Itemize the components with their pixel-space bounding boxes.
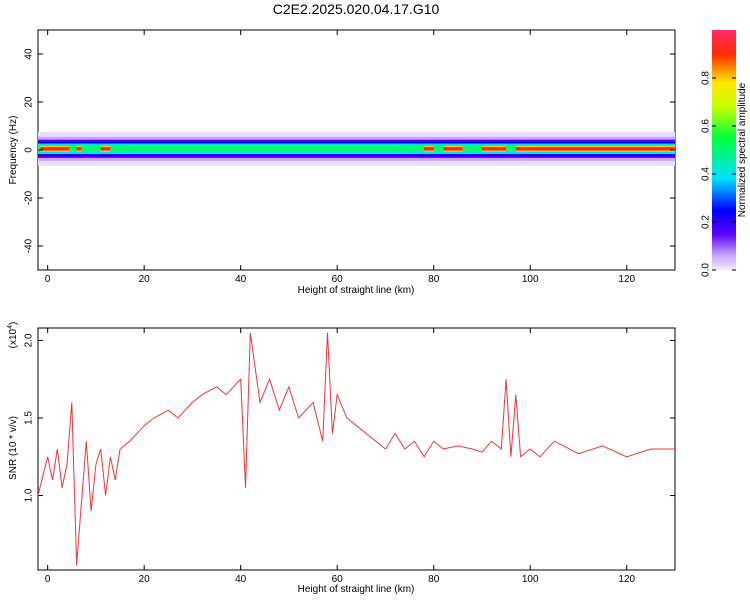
spectrogram-hotspot [100, 147, 111, 151]
colorbar-tick-label: 0.6 [701, 119, 712, 133]
page-title: C2E2.2025.020.04.17.G10 [273, 1, 440, 17]
snr-xtick-label: 0 [45, 574, 51, 585]
colorbar-scale [712, 30, 736, 270]
colorbar-tick-label: 0.0 [701, 263, 712, 277]
snr-multiplier-exp: 4 [7, 325, 14, 329]
snr-ytick-label: 1.0 [24, 488, 35, 502]
spectrogram-hotspot [515, 147, 675, 151]
spectrogram-xtick-label: 0 [45, 274, 51, 285]
snr-ylabel: SNR (10 * v/v) [8, 416, 19, 480]
snr-xlabel: Height of straight line (km) [298, 584, 415, 595]
spectrogram-hotspot [481, 147, 507, 151]
spectrogram-xtick-label: 20 [139, 274, 151, 285]
spectrogram-xtick-label: 100 [522, 274, 539, 285]
spectrogram-ytick-label: -20 [24, 190, 35, 205]
colorbar-tick-label: 0.2 [701, 215, 712, 229]
spectrogram-band-layer [38, 145, 675, 153]
spectrogram-xtick-label: 40 [235, 274, 247, 285]
spectrogram-hotspot [443, 147, 463, 151]
snr-xtick-label: 120 [618, 574, 635, 585]
snr-ytick-label: 2.0 [24, 333, 35, 347]
snr-frame [37, 327, 676, 571]
snr-xtick-label: 100 [522, 574, 539, 585]
spectrogram-xtick-label: 80 [428, 274, 440, 285]
spectrogram-xlabel: Height of straight line (km) [298, 285, 415, 296]
spectrogram-ytick-label: 40 [24, 48, 35, 60]
snr-xtick-label: 20 [139, 574, 151, 585]
snr-multiplier-base: (x10 [8, 328, 19, 348]
spectrogram-ylabel: Frequency (Hz) [8, 116, 19, 185]
snr-panel: 0 20 40 60 80 100 120 1.0 1.5 2.0 Height of strai… [7, 322, 676, 595]
spectrogram-ytick-label: -40 [24, 238, 35, 253]
snr-xtick-label: 60 [332, 574, 344, 585]
spectrogram-axes: 0 20 40 60 80 100 120 -40 -20 0 20 40 [24, 30, 675, 285]
snr-series-line [37, 332, 675, 566]
snr-xtick-label: 40 [235, 574, 247, 585]
spectrogram-hotspot [424, 147, 434, 151]
colorbar-ticks: 0.0 0.2 0.4 0.6 0.8 [701, 71, 736, 277]
colorbar-tick-label: 0.8 [701, 71, 712, 85]
spectrogram-xtick-label: 120 [618, 274, 635, 285]
snr-multiplier: (x104) [7, 322, 19, 349]
spectrogram-band [38, 132, 675, 166]
svg-text:(x104): (x104) [7, 322, 19, 349]
snr-axes: 0 20 40 60 80 100 120 1.0 1.5 2.0 [24, 328, 675, 585]
spectrogram-ytick-label: 20 [24, 96, 35, 108]
spectrogram-hotspot [76, 147, 82, 151]
colorbar-label: Normalized spectral amplitude [737, 82, 748, 217]
snr-xtick-label: 80 [428, 574, 440, 585]
spectrogram-hotspot [40, 147, 70, 151]
colorbar-tick-label: 0.4 [701, 167, 712, 181]
spectrogram-ytick-label: 0 [24, 147, 35, 153]
spectrogram-xtick-label: 60 [332, 274, 344, 285]
snr-multiplier-close: ) [8, 322, 19, 325]
colorbar: 0.0 0.2 0.4 0.6 0.8 Normalized spectral ampl… [701, 30, 748, 277]
snr-ytick-label: 1.5 [24, 411, 35, 425]
spectrogram-panel: 0 20 40 60 80 100 120 -40 -20 0 20 40 Height of str… [8, 29, 676, 296]
